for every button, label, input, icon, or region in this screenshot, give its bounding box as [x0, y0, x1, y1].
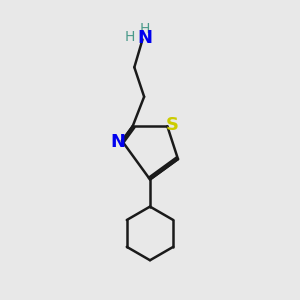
Text: H: H [140, 22, 150, 36]
Text: N: N [110, 133, 125, 151]
Text: H: H [124, 30, 135, 44]
Text: S: S [166, 116, 179, 134]
Text: N: N [138, 28, 153, 46]
